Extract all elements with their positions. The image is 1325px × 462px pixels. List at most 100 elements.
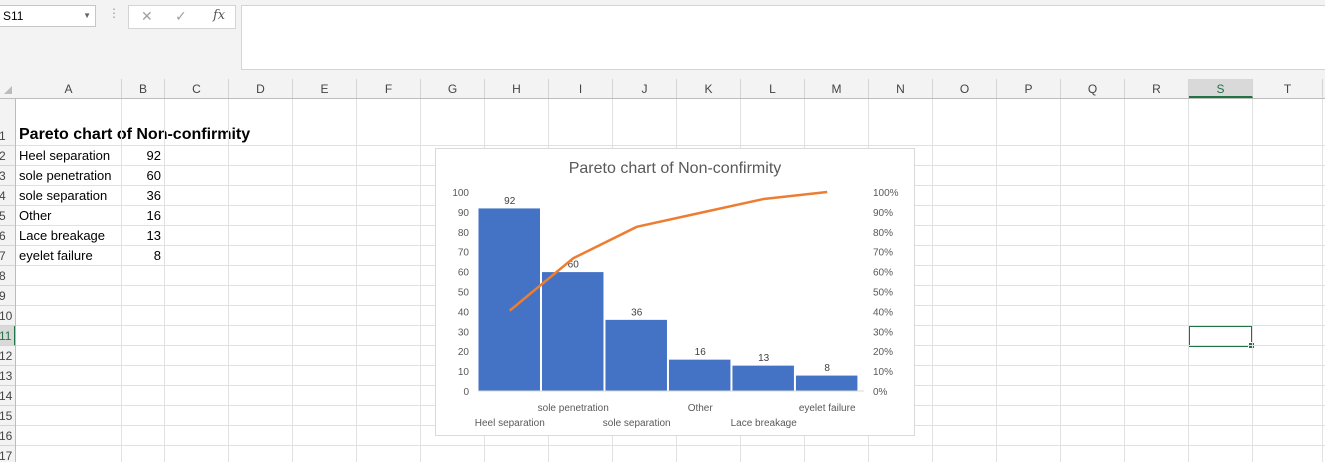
column-header-r[interactable]: R — [1125, 79, 1189, 98]
column-header-g[interactable]: G — [421, 79, 485, 98]
gridline-vertical — [932, 99, 933, 462]
gridline-vertical — [996, 99, 997, 462]
y-axis-tick-label: 80 — [458, 228, 470, 239]
cell-label[interactable]: eyelet failure — [19, 248, 93, 263]
cell-value[interactable]: 36 — [146, 188, 161, 203]
column-header-e[interactable]: E — [293, 79, 357, 98]
bar-data-label: 13 — [758, 353, 770, 364]
cell-label[interactable]: Lace breakage — [19, 228, 106, 243]
row-header-13[interactable]: 13 — [0, 366, 15, 386]
y2-axis-tick-label: 20% — [873, 347, 893, 358]
row-header-9[interactable]: 9 — [0, 286, 15, 306]
gridline-vertical — [121, 99, 122, 462]
bar-data-label: 8 — [824, 363, 830, 374]
row-header-16[interactable]: 16 — [0, 426, 15, 446]
chart-title: Pareto chart of Non-confirmity — [569, 160, 782, 177]
select-all-corner[interactable] — [0, 79, 16, 99]
y-axis-tick-label: 10 — [458, 367, 470, 378]
row-header-8[interactable]: 8 — [0, 266, 15, 286]
y-axis-tick-label: 20 — [458, 347, 470, 358]
row-header-11[interactable]: 11 — [0, 326, 15, 346]
column-header-k[interactable]: K — [677, 79, 741, 98]
y2-axis-tick-label: 50% — [873, 288, 893, 299]
formula-input[interactable] — [241, 5, 1325, 70]
column-header-n[interactable]: N — [869, 79, 933, 98]
name-box-value: S11 — [3, 9, 24, 23]
cell-value[interactable]: 92 — [146, 148, 161, 163]
cell-value[interactable]: 13 — [146, 228, 161, 243]
formula-bar-area: S11 ▼ ⋮ ✕ ✓ fx — [0, 0, 1325, 79]
cell-label[interactable]: sole separation — [19, 188, 108, 203]
cumulative-percent-line — [508, 190, 828, 312]
x-axis-category-label: eyelet failure — [799, 403, 856, 414]
cell-value[interactable]: 60 — [146, 168, 161, 183]
chart-bar — [731, 364, 795, 392]
chart-bar — [604, 318, 668, 392]
cell-value[interactable]: 16 — [146, 208, 161, 223]
chart-bar — [667, 358, 732, 392]
more-options-icon[interactable]: ⋮ — [108, 6, 120, 20]
y-axis-tick-label: 90 — [458, 208, 470, 219]
chevron-down-icon[interactable]: ▼ — [83, 11, 91, 20]
column-header-l[interactable]: L — [741, 79, 805, 98]
gridline-vertical — [356, 99, 357, 462]
cell-label[interactable]: Heel separation — [19, 148, 111, 163]
row-header-15[interactable]: 15 — [0, 406, 15, 426]
x-axis-category-label: sole separation — [603, 418, 671, 429]
insert-function-icon[interactable]: fx — [213, 8, 226, 23]
y2-axis-tick-label: 30% — [873, 327, 893, 338]
sheet-title-cell[interactable]: Pareto chart of Non-confirmity — [19, 126, 251, 143]
column-header-d[interactable]: D — [229, 79, 293, 98]
row-header-7[interactable]: 7 — [0, 246, 15, 266]
row-header-4[interactable]: 4 — [0, 186, 15, 206]
column-header-o[interactable]: O — [933, 79, 997, 98]
x-axis-category-label: sole penetration — [538, 403, 609, 414]
name-box[interactable]: S11 ▼ — [0, 5, 96, 27]
cell-label[interactable]: sole penetration — [19, 168, 112, 183]
column-header-p[interactable]: P — [997, 79, 1061, 98]
column-header-t[interactable]: T — [1253, 79, 1323, 98]
column-header-b[interactable]: B — [122, 79, 165, 98]
cell-value[interactable]: 8 — [153, 248, 161, 263]
y2-axis-tick-label: 10% — [873, 367, 893, 378]
column-header-m[interactable]: M — [805, 79, 869, 98]
column-header-s[interactable]: S — [1189, 79, 1253, 98]
row-header-10[interactable]: 10 — [0, 306, 15, 326]
column-header-c[interactable]: C — [165, 79, 229, 98]
y-axis-tick-label: 70 — [458, 248, 470, 259]
cancel-icon[interactable]: ✕ — [141, 8, 153, 24]
x-axis-category-label: Other — [688, 403, 714, 414]
pareto-chart[interactable]: Pareto chart of Non-confirmity 0 10 20 30 40 5… — [435, 148, 915, 436]
row-header-6[interactable]: 6 — [0, 226, 15, 246]
select-all-icon[interactable] — [4, 86, 12, 94]
row-header-12[interactable]: 12 — [0, 346, 15, 366]
bar-data-label: 16 — [695, 347, 707, 358]
column-header-h[interactable]: H — [485, 79, 549, 98]
gridline-horizontal — [16, 145, 1325, 146]
column-header-j[interactable]: J — [613, 79, 677, 98]
row-header-5[interactable]: 5 — [0, 206, 15, 226]
column-header-a[interactable]: A — [16, 79, 122, 98]
row-header-17[interactable]: 17 — [0, 446, 15, 462]
gridline-vertical — [1124, 99, 1125, 462]
formula-buttons: ✕ ✓ fx — [128, 5, 236, 29]
y-axis-tick-label: 60 — [458, 268, 470, 279]
column-header-i[interactable]: I — [549, 79, 613, 98]
column-header-f[interactable]: F — [357, 79, 421, 98]
y-axis-tick-label: 0 — [463, 387, 469, 398]
row-header-1[interactable]: 1 — [0, 99, 15, 146]
gridline-vertical — [164, 99, 165, 462]
chart-bar — [477, 207, 541, 392]
row-header-3[interactable]: 3 — [0, 166, 15, 186]
row-header-14[interactable]: 14 — [0, 386, 15, 406]
y-axis-tick-label: 50 — [458, 288, 470, 299]
selected-cell[interactable] — [1188, 325, 1255, 349]
x-axis-category-label: Heel separation — [475, 418, 545, 429]
enter-icon[interactable]: ✓ — [175, 8, 187, 24]
y-axis-tick-label: 40 — [458, 307, 470, 318]
cell-label[interactable]: Other — [19, 208, 52, 223]
row-header-2[interactable]: 2 — [0, 146, 15, 166]
y-axis-tick-label: 30 — [458, 327, 470, 338]
y2-axis-tick-label: 0% — [873, 387, 888, 398]
column-header-q[interactable]: Q — [1061, 79, 1125, 98]
